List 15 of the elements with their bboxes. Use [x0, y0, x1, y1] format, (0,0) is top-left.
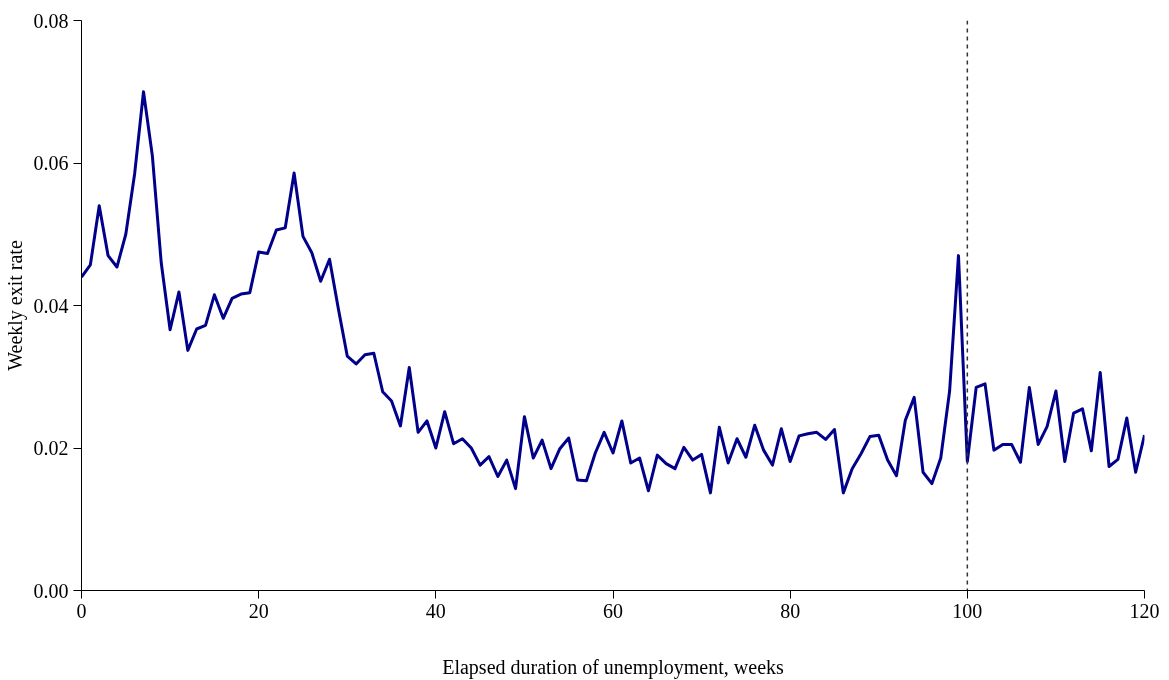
x-tick-label: 60	[603, 599, 623, 622]
x-tick-label: 20	[248, 599, 269, 622]
y-tick-label: 0.04	[33, 294, 69, 317]
line-series	[81, 90, 1145, 495]
y-tick-label: 0.08	[33, 9, 69, 32]
y-tick-label: 0.00	[33, 579, 69, 602]
x-tick-label: 100	[952, 599, 983, 622]
x-tick-label: 0	[76, 599, 87, 622]
x-tick-label: 80	[780, 599, 801, 622]
y-tick-label: 0.02	[33, 437, 69, 459]
x-tick-label: 120	[1129, 599, 1160, 622]
y-axis-title: Weekly exit rate	[3, 240, 27, 371]
x-tick-label: 40	[425, 599, 446, 622]
y-tick-label: 0.06	[33, 152, 69, 174]
x-axis-title: Elapsed duration of unemployment, weeks	[442, 655, 785, 679]
